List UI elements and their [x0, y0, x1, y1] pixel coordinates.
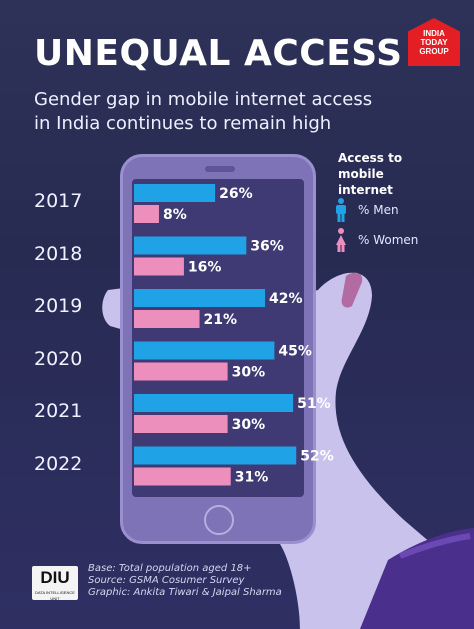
men-value-label-2017: 26%: [219, 186, 253, 202]
women-value-label-2018: 16%: [188, 260, 222, 276]
women-value-label-2017: 8%: [163, 207, 187, 223]
women-bar-2020: [134, 362, 228, 381]
men-value-label-2019: 42%: [269, 291, 303, 307]
hand-thumb: [102, 288, 124, 330]
women-value-label-2019: 21%: [204, 312, 238, 328]
men-bar-2018: [134, 236, 247, 255]
woman-icon: [336, 228, 346, 252]
men-bar-2022: [134, 446, 297, 465]
logo-line-2: TODAY: [420, 37, 448, 47]
fingernail: [341, 272, 363, 308]
women-bar-2021: [134, 415, 228, 433]
page-title: UNEQUAL ACCESS: [34, 33, 403, 74]
legend-item-women: % Women: [334, 228, 418, 252]
men-bar-2021: [134, 394, 294, 412]
women-bar-2018: [134, 257, 184, 276]
man-icon: [336, 198, 346, 222]
legend-item-men: % Men: [334, 198, 399, 222]
men-bar-2019: [134, 289, 266, 307]
sleeve-cuff: [398, 533, 471, 559]
legend-label-men: % Men: [358, 203, 399, 217]
diu-logo-subtext: DATA INTELLIGENCE UNIT: [35, 590, 75, 601]
footer-source: Source: GSMA Cosumer Survey: [88, 575, 245, 586]
phone-screen: [132, 179, 304, 497]
women-value-label-2021: 30%: [232, 417, 266, 433]
legend-label-women: % Women: [358, 233, 419, 247]
legend-title: Access to mobile internet: [338, 151, 403, 197]
diu-logo: DIU DATA INTELLIGENCE UNIT: [32, 566, 78, 601]
footer-base: Base: Total population aged 18+: [88, 563, 252, 574]
men-value-label-2021: 51%: [297, 396, 331, 412]
men-bar-2020: [134, 341, 275, 360]
logo-line-1: INDIA: [423, 28, 445, 38]
men-value-label-2022: 52%: [300, 449, 334, 465]
year-label-2022: 2022: [34, 452, 83, 475]
page-subtitle: Gender gap in mobile internet access in …: [34, 89, 373, 134]
diu-logo-text: DIU: [40, 568, 70, 587]
year-label-2020: 2020: [34, 347, 83, 370]
year-label-2017: 2017: [34, 190, 83, 212]
phone-home-button: [204, 505, 234, 535]
footer-credit: Graphic: Ankita Tiwari & Jaipal Sharma: [88, 587, 282, 598]
sleeve: [360, 528, 474, 629]
year-label-2021: 2021: [34, 400, 83, 422]
men-bar-2017: [134, 184, 216, 202]
men-value-label-2018: 36%: [250, 239, 284, 255]
phone-speaker: [205, 166, 235, 172]
year-label-2018: 2018: [34, 242, 83, 265]
footer-notes: Base: Total population aged 18+ Source: …: [88, 563, 282, 599]
logo-line-3: GROUP: [419, 46, 449, 56]
women-value-label-2022: 31%: [235, 470, 269, 486]
women-bar-2019: [134, 310, 200, 328]
hand-palm: [280, 272, 474, 629]
women-bar-2017: [134, 205, 159, 223]
men-value-label-2020: 45%: [278, 344, 312, 360]
year-label-2019: 2019: [34, 295, 83, 317]
women-bar-2022: [134, 467, 231, 486]
women-value-label-2020: 30%: [232, 365, 266, 381]
